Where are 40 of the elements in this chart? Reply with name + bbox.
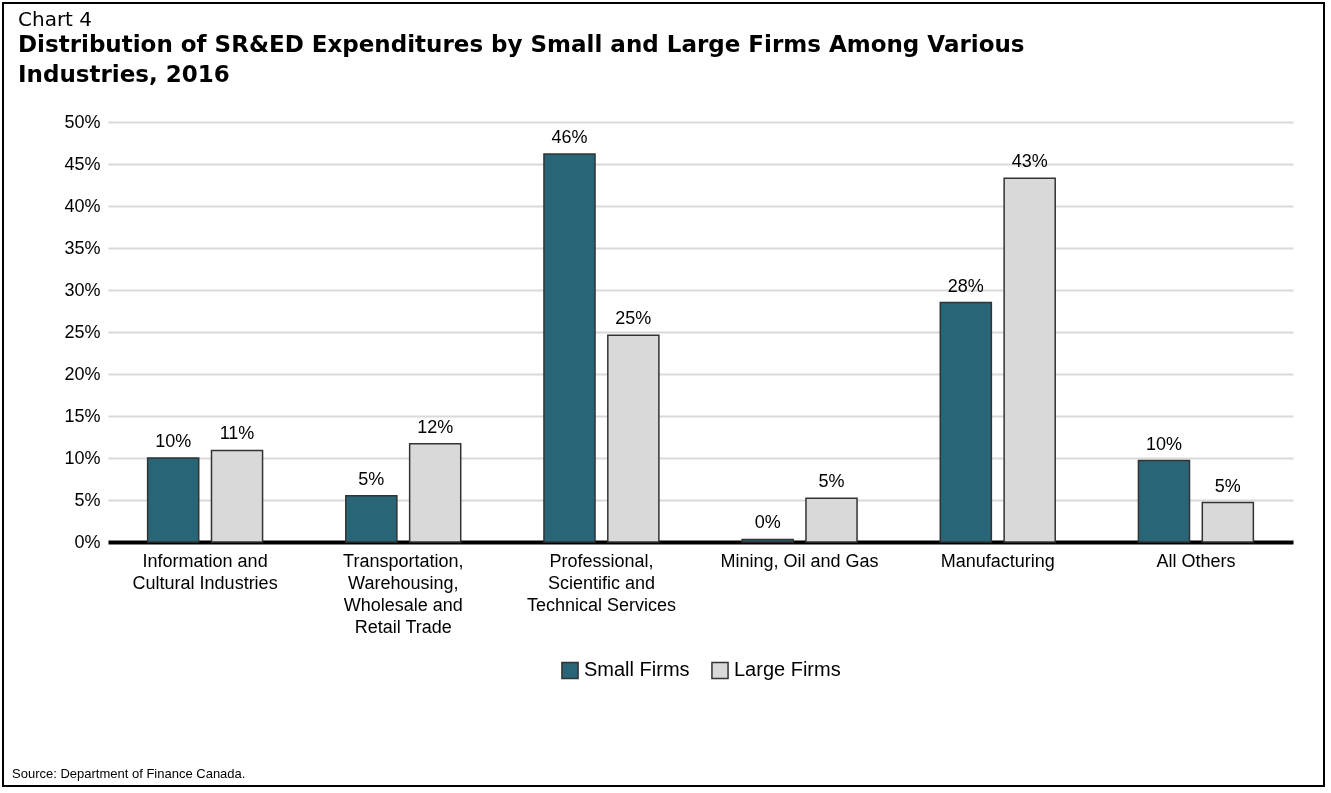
source-note: Source: Department of Finance Canada.	[12, 766, 246, 781]
y-tick-label: 35%	[64, 237, 101, 258]
data-label: 5%	[1214, 475, 1241, 496]
data-label: 28%	[947, 275, 984, 296]
x-tick-label: All Others	[1156, 550, 1236, 571]
y-tick-label: 10%	[64, 447, 101, 468]
data-label: 25%	[615, 308, 652, 329]
x-tick-label: Transportation, Warehousing, Wholesale and Retail Trade	[343, 550, 464, 637]
y-tick-label: 50%	[64, 111, 101, 132]
data-label: 5%	[818, 471, 845, 492]
bar	[1137, 459, 1191, 543]
y-tick-label: 0%	[74, 531, 101, 552]
data-label: 11%	[219, 423, 255, 444]
y-tick-label: 25%	[64, 321, 101, 342]
y-tick-label: 5%	[74, 489, 101, 510]
data-label: 10%	[155, 431, 192, 451]
x-tick-label: Information and Cultural Industries	[132, 550, 278, 593]
legend-label: Large Firms	[734, 658, 841, 681]
x-tick-label: Professional, Scientific and Technical Services	[526, 550, 676, 615]
x-tick-label: Mining, Oil and Gas	[720, 550, 879, 571]
bar	[939, 301, 993, 543]
bar	[543, 153, 596, 543]
chart-title: Chart 4	[18, 7, 93, 31]
data-label: 10%	[1145, 433, 1182, 454]
y-tick-label: 45%	[64, 153, 101, 174]
bar	[741, 538, 794, 543]
y-tick-label: 30%	[64, 279, 101, 300]
bar	[345, 495, 398, 543]
bar	[146, 457, 200, 543]
data-label: 0%	[754, 512, 781, 533]
chart-subtitle: Distribution of SR&ED Expenditures by Small and Large Firms Among Various Industries, 2016	[18, 31, 1025, 87]
data-label: 5%	[358, 468, 385, 489]
data-label: 12%	[417, 416, 454, 437]
y-tick-label: 15%	[64, 405, 101, 426]
y-tick-label: 40%	[64, 195, 101, 216]
legend-label: Small Firms	[584, 658, 690, 681]
data-label: 46%	[551, 126, 588, 147]
y-tick-label: 20%	[64, 363, 101, 384]
data-label: 43%	[1011, 151, 1048, 172]
x-tick-label: Manufacturing	[940, 550, 1055, 571]
